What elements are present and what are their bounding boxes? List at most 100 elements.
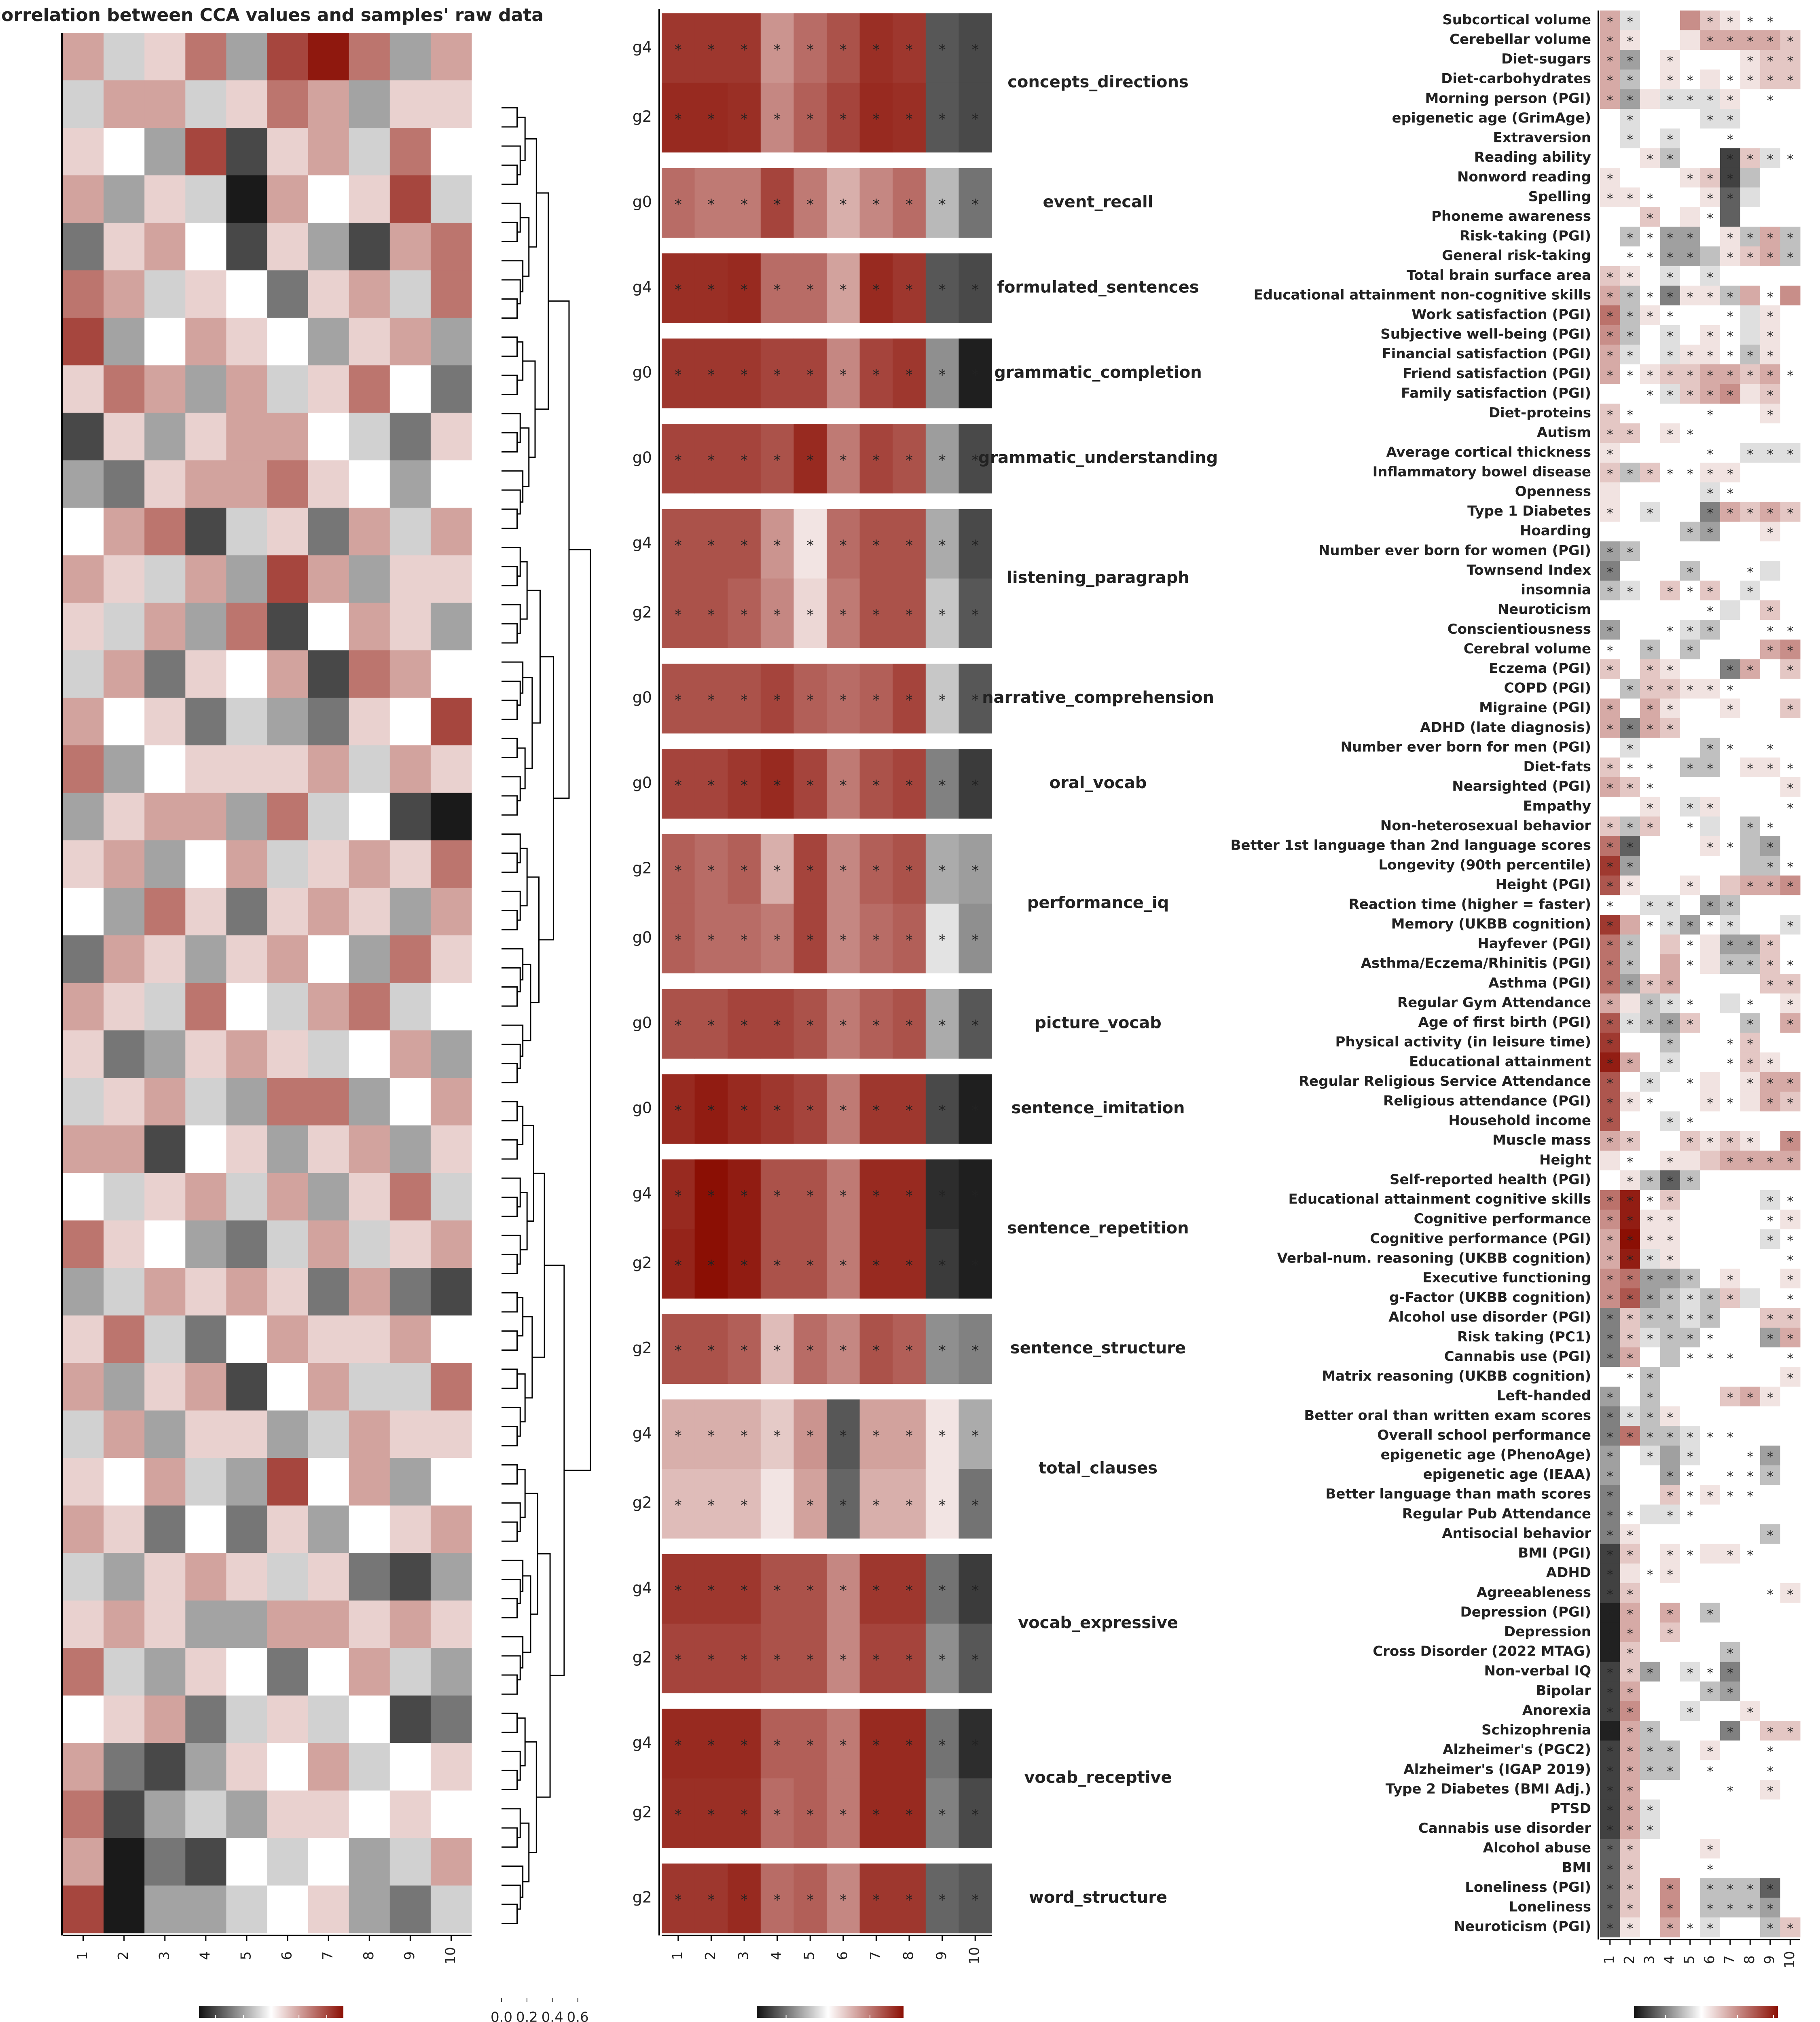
significance-star: * xyxy=(1767,958,1773,973)
heatmap-cell xyxy=(1760,128,1780,148)
significance-star: * xyxy=(1687,1311,1693,1327)
heatmap-cell xyxy=(349,650,390,698)
heatmap-cell xyxy=(308,1030,349,1078)
heatmap-cell xyxy=(349,1553,390,1601)
heatmap-cell xyxy=(1760,816,1780,837)
heatmap-cell xyxy=(1740,974,1761,994)
significance-star: * xyxy=(675,1806,682,1823)
heatmap-cell xyxy=(63,555,104,603)
heatmap-cell xyxy=(1740,718,1761,738)
heatmap-cell xyxy=(1780,1701,1801,1721)
heatmap-cell xyxy=(1600,1249,1620,1269)
heatmap-cell xyxy=(63,127,104,176)
significance-star: * xyxy=(1727,1547,1733,1563)
heatmap-cell xyxy=(349,1078,390,1126)
heatmap-cell xyxy=(226,1315,267,1363)
heatmap-cell xyxy=(1740,934,1761,954)
significance-star: * xyxy=(1607,289,1613,305)
significance-star: * xyxy=(1727,73,1733,88)
significance-star: * xyxy=(872,1497,880,1514)
heatmap-cell xyxy=(185,508,226,556)
heatmap-cell xyxy=(1780,1229,1801,1250)
significance-star: * xyxy=(906,863,913,879)
heatmap-cell xyxy=(1640,797,1660,817)
heatmap-cell xyxy=(1660,1426,1680,1446)
heatmap-cell xyxy=(1600,1760,1620,1780)
significance-star: * xyxy=(675,1102,682,1119)
significance-star: * xyxy=(1627,1272,1633,1287)
x-tick-label: 3 xyxy=(736,1951,752,1960)
heatmap-cell xyxy=(1780,404,1801,424)
significance-star: * xyxy=(707,932,715,949)
heatmap-cell xyxy=(1780,580,1801,601)
heatmap-cell xyxy=(1720,974,1740,994)
significance-star: * xyxy=(1747,584,1753,599)
heatmap-cell xyxy=(1760,797,1780,817)
heatmap-cell xyxy=(430,1410,472,1458)
heatmap-cell xyxy=(1620,659,1640,679)
heatmap-cell xyxy=(1720,482,1740,502)
heatmap-cell xyxy=(1620,600,1640,620)
heatmap-cell xyxy=(1780,1426,1801,1446)
significance-star: * xyxy=(707,777,715,794)
heatmap-cell xyxy=(1780,561,1801,581)
heatmap-cell xyxy=(728,423,761,494)
heatmap-cell xyxy=(1720,305,1740,326)
heatmap-cell xyxy=(1620,207,1640,227)
heatmap-cell xyxy=(226,127,267,176)
heatmap-cell xyxy=(1620,620,1640,640)
significance-star: * xyxy=(806,607,814,623)
heatmap-cell xyxy=(1660,1072,1680,1092)
heatmap-cell xyxy=(1600,148,1620,168)
significance-star: * xyxy=(1687,879,1693,894)
significance-star: * xyxy=(707,1737,715,1754)
significance-star: * xyxy=(1747,1901,1753,1916)
heatmap-cell xyxy=(1760,561,1780,581)
heatmap-cell xyxy=(1720,1701,1740,1721)
heatmap-cell xyxy=(1680,1563,1700,1584)
row-label: ADHD (late diagnosis) xyxy=(1420,719,1591,736)
heatmap-cell xyxy=(1680,1151,1700,1171)
significance-star: * xyxy=(1627,53,1633,69)
heatmap-cell xyxy=(1680,286,1700,306)
heatmap-cell xyxy=(1720,1367,1740,1387)
heatmap-cell xyxy=(1640,1131,1660,1151)
heatmap-cell xyxy=(1600,1111,1620,1132)
row-label: g0 xyxy=(633,689,652,706)
heatmap-cell xyxy=(1660,1111,1680,1132)
heatmap-cell xyxy=(1600,404,1620,424)
heatmap-cell xyxy=(1660,1367,1680,1387)
heatmap-cell xyxy=(760,1314,794,1384)
significance-star: * xyxy=(939,1582,946,1599)
heatmap-cell xyxy=(1740,856,1761,876)
heatmap-cell xyxy=(144,508,186,556)
significance-star: * xyxy=(1667,93,1673,108)
heatmap-cell xyxy=(925,1469,959,1539)
significance-star: * xyxy=(1607,761,1613,776)
heatmap-cell xyxy=(1640,404,1660,424)
heatmap-cell xyxy=(104,555,145,603)
heatmap-cell xyxy=(308,1743,349,1791)
row-label: Average cortical thickness xyxy=(1386,444,1591,460)
heatmap-cell xyxy=(1760,305,1780,326)
significance-star: * xyxy=(1627,1154,1633,1170)
significance-star: * xyxy=(1787,1311,1793,1327)
group-label: total_clauses xyxy=(1039,1459,1158,1477)
heatmap-cell xyxy=(1720,89,1740,109)
heatmap-cell xyxy=(1740,1052,1761,1072)
significance-star: * xyxy=(906,452,913,469)
significance-star: * xyxy=(939,367,946,383)
significance-star: * xyxy=(806,1102,814,1119)
significance-star: * xyxy=(971,1737,979,1754)
heatmap-cell xyxy=(1620,1583,1640,1603)
significance-star: * xyxy=(741,1737,748,1754)
heatmap-cell xyxy=(1600,1032,1620,1053)
heatmap-cell xyxy=(1660,797,1680,817)
significance-star: * xyxy=(707,452,715,469)
heatmap-cell xyxy=(1640,561,1660,581)
dendrogram-branch xyxy=(527,590,541,724)
heatmap-cell xyxy=(1620,443,1640,463)
significance-star: * xyxy=(840,196,847,213)
heatmap-cell xyxy=(1740,777,1761,797)
dendrogram-branch xyxy=(502,336,518,357)
